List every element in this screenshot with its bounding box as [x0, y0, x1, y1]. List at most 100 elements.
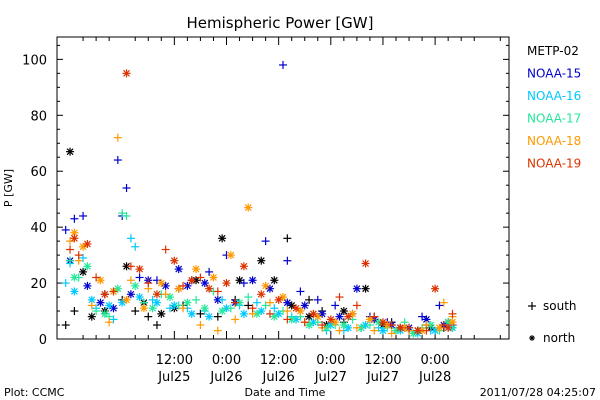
data-point-north	[300, 301, 309, 310]
data-point-north	[131, 281, 140, 290]
data-point-north	[239, 309, 248, 318]
data-point-north	[183, 298, 192, 307]
data-point-north	[239, 262, 248, 271]
data-point-south	[296, 287, 305, 296]
data-point-north	[79, 267, 88, 276]
footer-source: Plot: CCMC	[4, 386, 65, 399]
data-point-south	[265, 309, 274, 318]
data-point-north	[205, 284, 214, 293]
data-point-south	[335, 326, 344, 335]
data-point-south	[218, 295, 227, 304]
data-point-south	[174, 301, 183, 310]
data-point-south	[126, 262, 135, 271]
y-tick-label: 100	[22, 53, 47, 68]
data-point-south	[70, 307, 79, 316]
data-point-south	[66, 237, 75, 246]
data-point-south	[283, 307, 292, 316]
data-point-south	[261, 301, 270, 310]
x-tick-date-label: Jul27	[366, 370, 399, 385]
data-point-north	[431, 326, 440, 335]
legend-entry: NOAA-19	[527, 157, 581, 171]
data-point-south	[135, 273, 144, 282]
data-point-north	[218, 234, 227, 243]
data-point-south	[152, 276, 161, 285]
data-point-north	[139, 304, 148, 313]
data-point-south	[318, 321, 327, 330]
data-point-north	[318, 309, 327, 318]
legend-marker-label: south	[543, 299, 577, 313]
data-point-north	[348, 309, 357, 318]
data-point-south	[152, 321, 161, 330]
data-point-north	[222, 279, 231, 288]
data-point-south	[126, 234, 135, 243]
data-point-north	[378, 326, 387, 335]
data-point-south	[161, 290, 170, 299]
data-point-south	[252, 298, 261, 307]
data-point-south	[352, 301, 361, 310]
x-axis-label: Date and Time	[245, 386, 326, 399]
data-point-south	[148, 295, 157, 304]
legend-entry: NOAA-16	[527, 89, 581, 103]
x-tick-date-label: Jul27	[314, 370, 347, 385]
data-point-north	[152, 290, 161, 299]
data-point-south	[196, 321, 205, 330]
data-point-north	[292, 304, 301, 313]
data-point-south	[331, 301, 340, 310]
data-point-south	[279, 60, 287, 69]
data-point-south	[113, 133, 122, 142]
data-point-south	[79, 211, 88, 220]
data-point-south	[283, 256, 292, 265]
data-point-south	[448, 309, 457, 318]
data-point-south	[283, 234, 292, 243]
data-point-south	[305, 295, 314, 304]
data-point-north	[148, 304, 157, 313]
data-point-north	[79, 242, 88, 251]
data-point-north	[448, 318, 457, 327]
data-point-north	[126, 290, 135, 299]
data-point-north	[270, 276, 279, 285]
data-point-north	[413, 326, 422, 335]
data-point-north	[257, 256, 266, 265]
data-point-north	[244, 203, 253, 212]
data-point-north	[70, 287, 79, 296]
legend-marker-label: north	[543, 331, 575, 345]
data-point-south	[405, 323, 414, 332]
data-point-north	[157, 309, 166, 318]
data-point-north	[261, 281, 270, 290]
data-point-south	[439, 321, 448, 330]
data-point-south	[370, 312, 379, 321]
data-point-north	[309, 309, 318, 318]
data-point-north	[157, 279, 166, 288]
data-point-north	[113, 284, 122, 293]
data-point-south	[61, 279, 70, 288]
data-point-north	[431, 284, 440, 293]
data-point-north	[305, 312, 314, 321]
legend-marker-plus	[528, 302, 536, 310]
data-point-north	[257, 290, 266, 299]
data-point-south	[387, 329, 396, 338]
data-points	[61, 60, 457, 338]
data-point-south	[239, 279, 248, 288]
x-tick-time-label: 0:00	[421, 353, 450, 368]
data-point-north	[135, 293, 144, 302]
data-point-south	[196, 309, 205, 318]
data-point-south	[131, 307, 140, 316]
y-tick-label: 80	[30, 109, 47, 124]
data-point-north	[166, 293, 174, 302]
data-point-north	[344, 323, 353, 332]
data-point-south	[370, 326, 379, 335]
data-point-north	[331, 318, 340, 327]
data-point-south	[265, 298, 274, 307]
legend-entry: NOAA-18	[527, 134, 581, 148]
legend-marker-star	[529, 335, 535, 341]
data-point-north	[200, 279, 209, 288]
data-point-north	[326, 315, 335, 324]
data-point-south	[435, 301, 444, 310]
x-tick-date-label: Jul25	[157, 370, 190, 385]
y-tick-label: 20	[30, 277, 47, 292]
data-point-south	[270, 304, 279, 313]
data-point-north	[365, 315, 374, 324]
data-point-south	[335, 293, 344, 302]
data-point-north	[83, 262, 92, 271]
data-point-north	[218, 307, 227, 316]
